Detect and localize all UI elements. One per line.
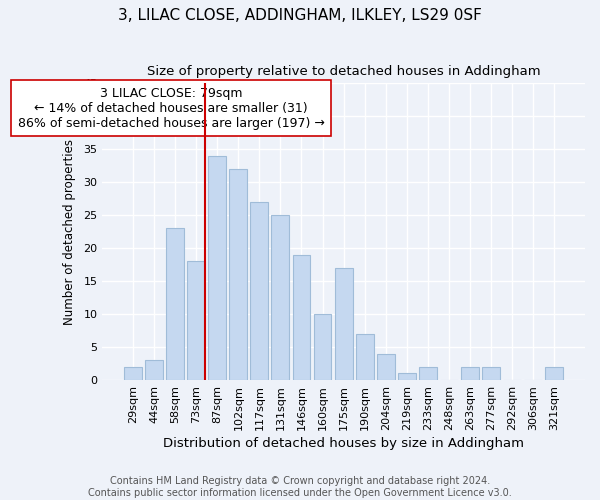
- Bar: [377, 354, 395, 380]
- Text: 3, LILAC CLOSE, ADDINGHAM, ILKLEY, LS29 0SF: 3, LILAC CLOSE, ADDINGHAM, ILKLEY, LS29 …: [118, 8, 482, 22]
- Bar: [229, 169, 247, 380]
- Bar: [335, 268, 353, 380]
- Bar: [356, 334, 374, 380]
- X-axis label: Distribution of detached houses by size in Addingham: Distribution of detached houses by size …: [163, 437, 524, 450]
- Bar: [293, 255, 310, 380]
- Y-axis label: Number of detached properties: Number of detached properties: [63, 138, 76, 324]
- Bar: [419, 367, 437, 380]
- Bar: [124, 367, 142, 380]
- Bar: [482, 367, 500, 380]
- Bar: [398, 374, 416, 380]
- Bar: [166, 228, 184, 380]
- Bar: [208, 156, 226, 380]
- Title: Size of property relative to detached houses in Addingham: Size of property relative to detached ho…: [147, 65, 541, 78]
- Bar: [461, 367, 479, 380]
- Bar: [545, 367, 563, 380]
- Text: Contains HM Land Registry data © Crown copyright and database right 2024.
Contai: Contains HM Land Registry data © Crown c…: [88, 476, 512, 498]
- Bar: [187, 262, 205, 380]
- Bar: [314, 314, 331, 380]
- Bar: [271, 215, 289, 380]
- Text: 3 LILAC CLOSE: 79sqm
← 14% of detached houses are smaller (31)
86% of semi-detac: 3 LILAC CLOSE: 79sqm ← 14% of detached h…: [17, 86, 325, 130]
- Bar: [250, 202, 268, 380]
- Bar: [145, 360, 163, 380]
